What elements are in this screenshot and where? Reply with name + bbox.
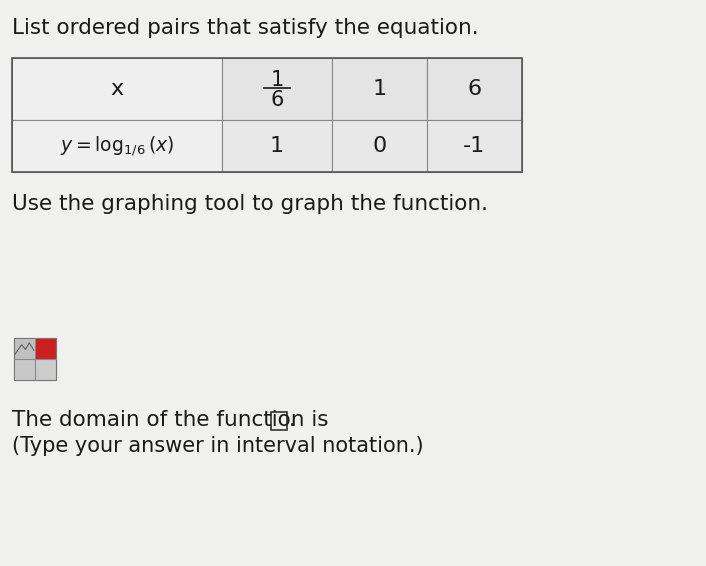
Text: The domain of the function is: The domain of the function is — [12, 410, 328, 430]
Bar — [12, 58, 222, 120]
Text: $y = \log_{1/6}(x)$: $y = \log_{1/6}(x)$ — [60, 134, 174, 158]
Text: 6: 6 — [467, 79, 481, 99]
Bar — [35, 359, 56, 380]
Bar — [332, 120, 427, 172]
Text: List ordered pairs that satisfy the equation.: List ordered pairs that satisfy the equa… — [12, 18, 479, 38]
Bar — [332, 58, 427, 120]
Bar — [35, 338, 56, 359]
Text: 1: 1 — [373, 79, 387, 99]
Bar — [14, 338, 56, 380]
Bar — [222, 58, 332, 120]
Bar — [427, 120, 522, 172]
Bar — [12, 120, 222, 172]
Bar — [14, 338, 35, 359]
Text: 0: 0 — [372, 136, 387, 156]
Bar — [271, 412, 287, 430]
Text: .: . — [289, 410, 296, 430]
Text: Use the graphing tool to graph the function.: Use the graphing tool to graph the funct… — [12, 194, 488, 214]
Text: (Type your answer in interval notation.): (Type your answer in interval notation.) — [12, 436, 424, 456]
Bar — [14, 359, 35, 380]
Text: x: x — [110, 79, 124, 99]
Text: -1: -1 — [463, 136, 486, 156]
Text: 1: 1 — [270, 136, 284, 156]
Bar — [12, 58, 522, 172]
Text: 6: 6 — [270, 90, 284, 110]
Bar — [222, 120, 332, 172]
Bar — [427, 58, 522, 120]
Bar — [14, 338, 56, 380]
Text: 1: 1 — [270, 70, 284, 90]
